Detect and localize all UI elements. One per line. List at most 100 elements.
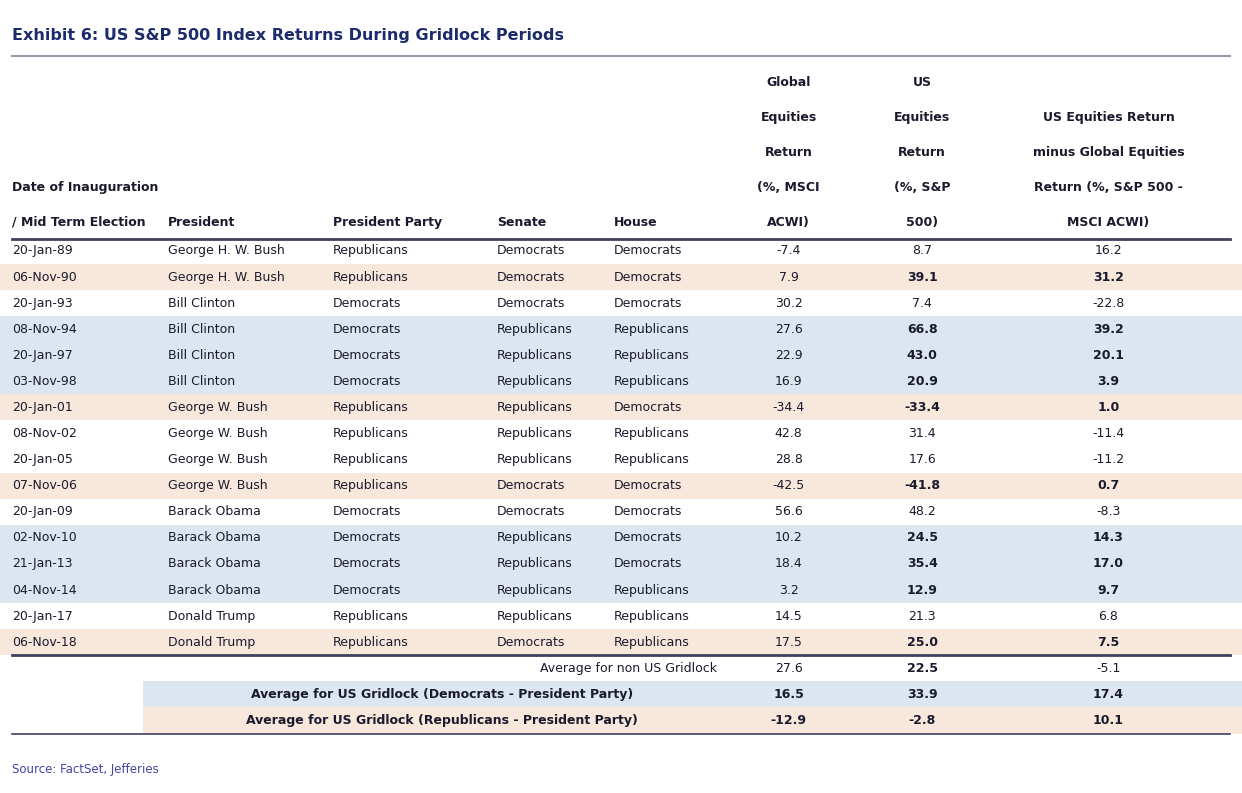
Text: -7.4: -7.4 (776, 244, 801, 258)
Text: Republicans: Republicans (497, 375, 573, 388)
Text: 56.6: 56.6 (775, 505, 802, 519)
Text: Democrats: Democrats (333, 349, 401, 362)
Text: 02-Nov-10: 02-Nov-10 (12, 531, 77, 544)
Bar (0, 629, 1242, 655)
Text: 39.1: 39.1 (907, 270, 938, 284)
Text: 07-Nov-06: 07-Nov-06 (12, 479, 77, 492)
Text: 27.6: 27.6 (775, 323, 802, 335)
Text: George W. Bush: George W. Bush (168, 401, 267, 414)
Text: 8.7: 8.7 (912, 244, 933, 258)
Text: Average for non US Gridlock: Average for non US Gridlock (539, 662, 717, 675)
Text: 42.8: 42.8 (775, 427, 802, 440)
Text: 22.9: 22.9 (775, 349, 802, 362)
Text: 10.2: 10.2 (775, 531, 802, 544)
Text: Republicans: Republicans (333, 427, 409, 440)
Text: Republicans: Republicans (614, 427, 689, 440)
Text: Democrats: Democrats (614, 270, 682, 284)
Text: (%, S&P: (%, S&P (894, 181, 950, 193)
Text: 14.3: 14.3 (1093, 531, 1124, 544)
Text: 25.0: 25.0 (907, 636, 938, 649)
Text: 31.2: 31.2 (1093, 270, 1124, 284)
Bar (143, 681, 1242, 707)
Text: Republicans: Republicans (614, 636, 689, 649)
Text: 18.4: 18.4 (775, 557, 802, 570)
Text: Bill Clinton: Bill Clinton (168, 297, 235, 309)
Text: Return: Return (765, 146, 812, 159)
Text: US: US (913, 76, 932, 89)
Text: House: House (614, 216, 657, 228)
Text: Date of Inauguration: Date of Inauguration (12, 181, 159, 193)
Text: Republicans: Republicans (333, 610, 409, 623)
Text: 6.8: 6.8 (1098, 610, 1119, 623)
Text: 48.2: 48.2 (908, 505, 936, 519)
Text: 20-Jan-05: 20-Jan-05 (12, 453, 73, 466)
Text: 08-Nov-02: 08-Nov-02 (12, 427, 77, 440)
Text: 9.7: 9.7 (1098, 584, 1119, 596)
Text: -12.9: -12.9 (771, 714, 806, 727)
Bar (0, 394, 1242, 420)
Text: 10.1: 10.1 (1093, 714, 1124, 727)
Text: George H. W. Bush: George H. W. Bush (168, 244, 284, 258)
Text: -11.2: -11.2 (1093, 453, 1124, 466)
Text: US Equities Return: US Equities Return (1042, 111, 1175, 124)
Text: 35.4: 35.4 (907, 557, 938, 570)
Text: 12.9: 12.9 (907, 584, 938, 596)
Text: Average for US Gridlock (Democrats - President Party): Average for US Gridlock (Democrats - Pre… (251, 688, 633, 701)
Text: 20.9: 20.9 (907, 375, 938, 388)
Bar (0, 343, 1242, 368)
Text: 27.6: 27.6 (775, 662, 802, 675)
Text: Republicans: Republicans (497, 401, 573, 414)
Text: 30.2: 30.2 (775, 297, 802, 309)
Text: Republicans: Republicans (614, 349, 689, 362)
Bar (0, 368, 1242, 394)
Text: Exhibit 6: US S&P 500 Index Returns During Gridlock Periods: Exhibit 6: US S&P 500 Index Returns Duri… (12, 28, 564, 43)
Text: Average for US Gridlock (Republicans - President Party): Average for US Gridlock (Republicans - P… (246, 714, 638, 727)
Text: Republicans: Republicans (614, 584, 689, 596)
Text: Source: FactSet, Jefferies: Source: FactSet, Jefferies (12, 763, 159, 776)
Text: Barack Obama: Barack Obama (168, 557, 261, 570)
Text: 03-Nov-98: 03-Nov-98 (12, 375, 77, 388)
Text: (%, MSCI: (%, MSCI (758, 181, 820, 193)
Text: Donald Trump: Donald Trump (168, 610, 255, 623)
Text: 20-Jan-09: 20-Jan-09 (12, 505, 73, 519)
Text: 21-Jan-13: 21-Jan-13 (12, 557, 73, 570)
Text: -2.8: -2.8 (909, 714, 935, 727)
Text: Democrats: Democrats (333, 375, 401, 388)
Text: Return (%, S&P 500 -: Return (%, S&P 500 - (1035, 181, 1182, 193)
Text: George W. Bush: George W. Bush (168, 427, 267, 440)
Text: 3.9: 3.9 (1098, 375, 1119, 388)
Text: 14.5: 14.5 (775, 610, 802, 623)
Text: -8.3: -8.3 (1097, 505, 1120, 519)
Text: Barack Obama: Barack Obama (168, 505, 261, 519)
Text: Bill Clinton: Bill Clinton (168, 375, 235, 388)
Text: Republicans: Republicans (497, 323, 573, 335)
Text: 20-Jan-89: 20-Jan-89 (12, 244, 73, 258)
Text: 22.5: 22.5 (907, 662, 938, 675)
Text: -42.5: -42.5 (773, 479, 805, 492)
Text: Republicans: Republicans (497, 584, 573, 596)
Text: Barack Obama: Barack Obama (168, 531, 261, 544)
Text: 7.4: 7.4 (912, 297, 933, 309)
Text: Republicans: Republicans (497, 531, 573, 544)
Text: 66.8: 66.8 (907, 323, 938, 335)
Text: Democrats: Democrats (614, 479, 682, 492)
Bar (0, 577, 1242, 603)
Text: minus Global Equities: minus Global Equities (1032, 146, 1185, 159)
Text: Republicans: Republicans (614, 375, 689, 388)
Text: 20-Jan-93: 20-Jan-93 (12, 297, 73, 309)
Text: 500): 500) (907, 216, 938, 228)
Text: 16.9: 16.9 (775, 375, 802, 388)
Text: Democrats: Democrats (497, 636, 565, 649)
Text: 7.9: 7.9 (779, 270, 799, 284)
Text: Democrats: Democrats (497, 505, 565, 519)
Text: 28.8: 28.8 (775, 453, 802, 466)
Text: Democrats: Democrats (497, 479, 565, 492)
Text: Global: Global (766, 76, 811, 89)
Text: 16.2: 16.2 (1094, 244, 1123, 258)
Text: Republicans: Republicans (333, 453, 409, 466)
Text: Democrats: Democrats (333, 297, 401, 309)
Text: -11.4: -11.4 (1093, 427, 1124, 440)
Text: Democrats: Democrats (614, 401, 682, 414)
Bar (0, 525, 1242, 551)
Text: 31.4: 31.4 (908, 427, 936, 440)
